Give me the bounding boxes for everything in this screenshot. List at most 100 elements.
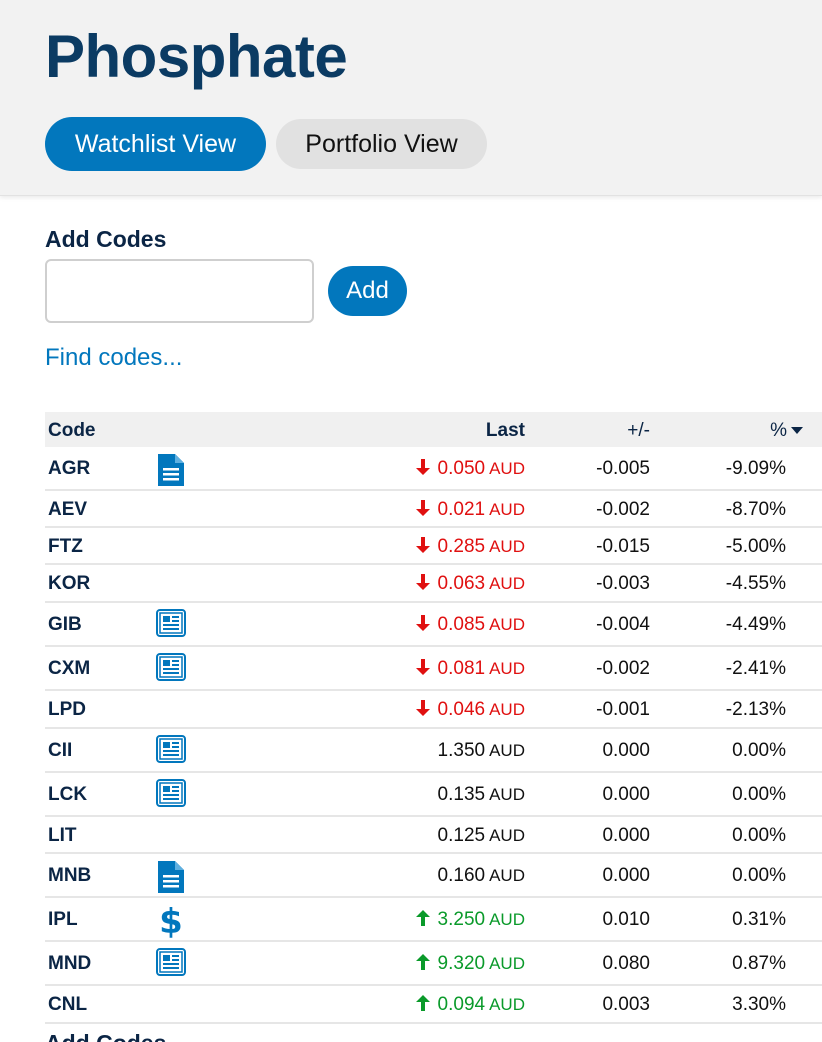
add-codes-input[interactable] [45, 259, 314, 323]
arrow-down-icon [415, 500, 430, 516]
row-change: 0.080 [602, 953, 650, 974]
arrow-down-icon [415, 459, 430, 475]
row-change: -0.002 [596, 499, 650, 520]
column-header-percent[interactable]: % [770, 420, 803, 442]
add-button[interactable]: Add [328, 266, 407, 316]
row-percent: 3.30% [732, 994, 786, 1015]
arrow-down-icon [415, 615, 430, 631]
row-last-value: 0.094 [437, 994, 486, 1015]
row-last-price: 0.094 AUD [414, 994, 525, 1016]
dollar-icon[interactable]: $ [156, 902, 186, 944]
row-last-value: 0.285 [437, 536, 486, 557]
row-currency: AUD [489, 741, 525, 760]
find-codes-link[interactable]: Find codes... [45, 344, 183, 371]
row-code[interactable]: GIB [48, 614, 82, 635]
row-code[interactable]: CXM [48, 658, 91, 679]
watchlist-view-button[interactable]: Watchlist View [45, 117, 266, 171]
row-last-price: 0.285 AUD [414, 536, 525, 558]
row-last-value: 1.350 [437, 740, 486, 761]
row-code[interactable]: IPL [48, 909, 78, 930]
portfolio-view-button[interactable]: Portfolio View [276, 119, 487, 169]
table-row[interactable]: CXM 0.081 AUD -0.002 -2.41% [45, 647, 822, 691]
table-row[interactable]: IPL $3.250 AUD 0.010 0.31% [45, 898, 822, 942]
table-header: Code Last +/- % [45, 412, 822, 447]
row-last-price: 0.050 AUD [414, 458, 525, 480]
arrow-down-icon [415, 574, 430, 590]
row-last-price: 0.081 AUD [414, 658, 525, 680]
row-last-value: 9.320 [437, 953, 486, 974]
row-currency: AUD [489, 459, 525, 478]
row-code[interactable]: FTZ [48, 536, 83, 557]
table-row[interactable]: GIB 0.085 AUD -0.004 -4.49% [45, 603, 822, 647]
column-header-percent-label: % [770, 420, 787, 441]
arrow-down-icon [415, 537, 430, 553]
table-row[interactable]: LCK 0.135 AUD 0.000 0.00% [45, 773, 822, 817]
column-header-code[interactable]: Code [48, 420, 96, 441]
table-row[interactable]: MNB 0.160 AUD 0.000 0.00% [45, 854, 822, 898]
row-percent: 0.87% [732, 953, 786, 974]
table-row[interactable]: MND 9.320 AUD 0.080 0.87% [45, 942, 822, 986]
row-last-value: 0.135 [437, 784, 486, 805]
document-icon[interactable] [156, 860, 186, 900]
page-header: Phosphate Watchlist View Portfolio View [0, 0, 822, 196]
row-code[interactable]: CNL [48, 994, 88, 1015]
row-percent: -9.09% [725, 458, 786, 479]
row-change: -0.015 [596, 536, 650, 557]
row-code[interactable]: LPD [48, 699, 86, 720]
row-change: 0.000 [602, 740, 650, 761]
arrow-up-icon [415, 910, 430, 926]
arrow-down-icon [415, 659, 430, 675]
table-row[interactable]: AGR 0.050 AUD -0.005 -9.09% [45, 447, 822, 491]
newspaper-icon[interactable] [156, 735, 186, 769]
row-change: -0.004 [596, 614, 650, 635]
row-change: 0.010 [602, 909, 650, 930]
newspaper-icon[interactable] [156, 609, 186, 643]
table-row[interactable]: LPD 0.046 AUD -0.001 -2.13% [45, 691, 822, 729]
newspaper-icon[interactable] [156, 948, 186, 982]
row-code[interactable]: MND [48, 953, 92, 974]
row-change: 0.000 [602, 784, 650, 805]
row-last-price: 0.063 AUD [414, 573, 525, 595]
row-last-value: 0.125 [437, 825, 486, 846]
row-percent: -5.00% [725, 536, 786, 557]
row-percent: -4.49% [725, 614, 786, 635]
document-icon[interactable] [156, 453, 186, 493]
row-currency: AUD [489, 995, 525, 1014]
row-currency: AUD [489, 574, 525, 593]
row-last-value: 0.085 [437, 614, 486, 635]
table-row[interactable]: FTZ 0.285 AUD -0.015 -5.00% [45, 528, 822, 565]
table-row[interactable]: AEV 0.021 AUD -0.002 -8.70% [45, 491, 822, 528]
column-header-change[interactable]: +/- [627, 420, 650, 441]
table-row[interactable]: KOR 0.063 AUD -0.003 -4.55% [45, 565, 822, 603]
table-row[interactable]: CII 1.350 AUD 0.000 0.00% [45, 729, 822, 773]
row-currency: AUD [489, 910, 525, 929]
arrow-up-icon [415, 995, 430, 1011]
row-code[interactable]: MNB [48, 865, 92, 886]
row-currency: AUD [489, 500, 525, 519]
row-currency: AUD [489, 866, 525, 885]
row-percent: 0.00% [732, 784, 786, 805]
row-code[interactable]: AGR [48, 458, 91, 479]
row-code[interactable]: LIT [48, 825, 77, 846]
row-code[interactable]: AEV [48, 499, 88, 520]
table-row[interactable]: CNL 0.094 AUD 0.003 3.30% [45, 986, 822, 1024]
newspaper-icon[interactable] [156, 779, 186, 813]
newspaper-icon[interactable] [156, 653, 186, 687]
column-header-last[interactable]: Last [485, 420, 525, 441]
row-last-price: 0.046 AUD [414, 699, 525, 721]
row-code[interactable]: KOR [48, 573, 91, 594]
row-code[interactable]: LCK [48, 784, 88, 805]
row-code[interactable]: CII [48, 740, 73, 761]
row-currency: AUD [489, 826, 525, 845]
row-percent: -2.13% [725, 699, 786, 720]
row-percent: 0.00% [732, 865, 786, 886]
arrow-down-icon [415, 700, 430, 716]
table-row[interactable]: LIT 0.125 AUD 0.000 0.00% [45, 817, 822, 854]
watchlist-table: Code Last +/- % AGR 0.050 AUD -0.005 -9.09% A… [45, 412, 822, 1024]
row-percent: 0.31% [732, 909, 786, 930]
row-last-price: 0.085 AUD [414, 614, 525, 636]
row-last-value: 0.160 [437, 865, 486, 886]
row-currency: AUD [489, 615, 525, 634]
row-currency: AUD [489, 700, 525, 719]
sort-desc-icon [791, 427, 803, 435]
